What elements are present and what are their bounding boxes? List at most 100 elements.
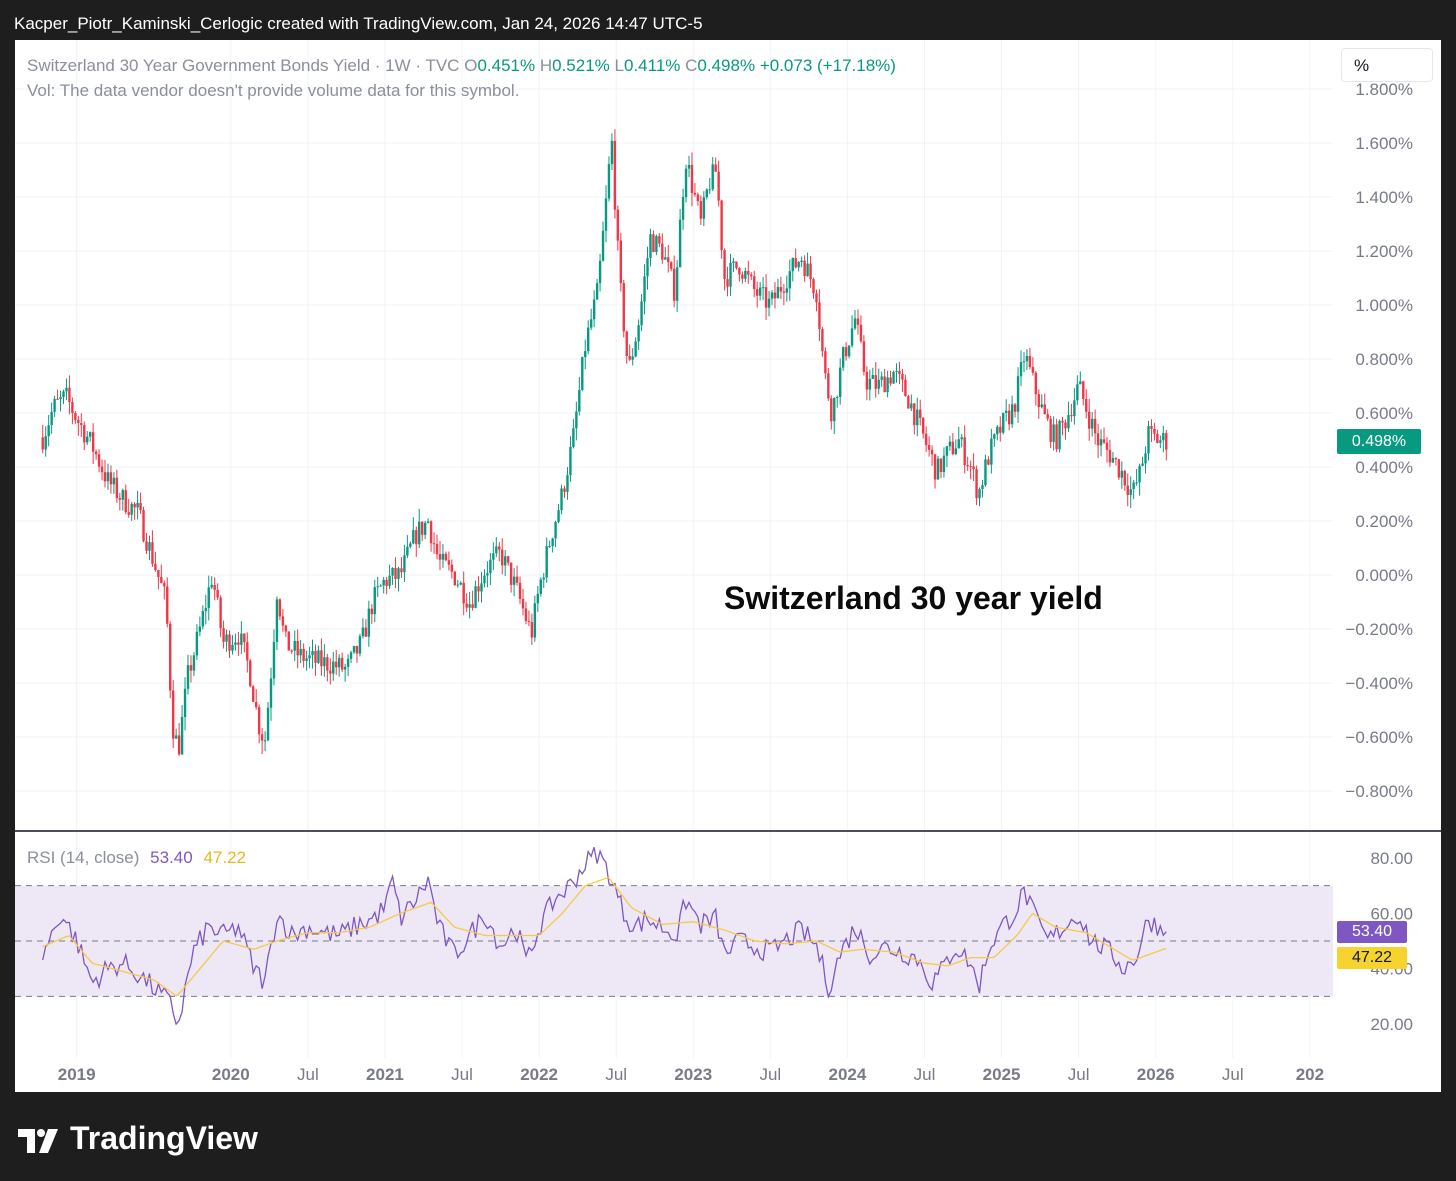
- candle-body: [844, 347, 848, 357]
- candle-body: [426, 521, 430, 523]
- candle-body: [77, 419, 80, 424]
- candle-body: [53, 398, 56, 412]
- candle-body: [856, 318, 860, 325]
- candle-body: [788, 271, 791, 289]
- chart-frame[interactable]: 1.800% 1.600% 1.400% 1.200% 1.000% 0.800% 0.60…: [15, 40, 1441, 1092]
- candle-body: [1090, 418, 1094, 429]
- candle-body: [948, 441, 952, 447]
- candle-body: [198, 626, 202, 632]
- candle-body: [444, 553, 448, 561]
- candle-body: [913, 403, 916, 426]
- candle-body: [794, 258, 797, 268]
- candle-body: [640, 301, 643, 326]
- candle-body: [539, 579, 542, 594]
- tradingview-logo[interactable]: TradingView: [18, 1120, 258, 1157]
- candle-body: [139, 502, 142, 511]
- time-tick-label: 2022: [520, 1065, 558, 1084]
- candle-body: [1016, 376, 1020, 412]
- candle-body: [910, 403, 913, 409]
- candle-body: [841, 347, 845, 368]
- candle-body: [364, 627, 368, 637]
- candle-body: [100, 466, 104, 473]
- candle-body: [990, 438, 993, 465]
- time-tick-label: 202: [1296, 1065, 1324, 1084]
- candle-body: [1141, 463, 1144, 466]
- candle-body: [999, 426, 1002, 433]
- candle-body: [921, 417, 925, 434]
- candle-body: [1076, 384, 1079, 401]
- time-tick-label: 2023: [674, 1065, 712, 1084]
- candle-body: [836, 396, 839, 398]
- candle-body: [486, 573, 489, 576]
- candle-body: [678, 219, 682, 268]
- candle-body: [868, 378, 872, 390]
- percent-unit-button[interactable]: %: [1341, 48, 1433, 82]
- candle-body: [1120, 470, 1124, 478]
- candle-body: [563, 488, 566, 492]
- time-tick-label: 2025: [983, 1065, 1021, 1084]
- candle-body: [213, 584, 216, 590]
- chart-canvas[interactable]: 1.800% 1.600% 1.400% 1.200% 1.000% 0.800% 0.60…: [15, 40, 1441, 1092]
- candle-body: [397, 568, 400, 579]
- candle-body: [833, 397, 836, 422]
- candle-body: [963, 437, 966, 466]
- rsi-line: [42, 847, 1167, 1026]
- candle-body: [412, 530, 415, 544]
- rsi-ma-line: [42, 877, 1167, 997]
- candle-body: [572, 428, 575, 447]
- candle-body: [151, 542, 154, 564]
- candle-body: [166, 586, 169, 624]
- candle-body: [207, 587, 210, 609]
- candle-body: [735, 261, 738, 269]
- price-tick-label: 0.400%: [1355, 458, 1413, 477]
- candle-body: [343, 666, 347, 670]
- candle-body: [320, 650, 323, 667]
- candle-body: [919, 409, 922, 418]
- candle-body: [1093, 418, 1097, 434]
- candle-body: [1150, 425, 1153, 429]
- candle-body: [352, 645, 356, 653]
- candle-body: [361, 627, 365, 637]
- candle-body: [498, 546, 501, 550]
- price-tick-label: 1.400%: [1355, 188, 1413, 207]
- candle-body: [1037, 394, 1041, 408]
- time-tick-label: 2026: [1137, 1065, 1175, 1084]
- candle-body: [631, 356, 634, 360]
- candle-body: [966, 465, 969, 467]
- candle-body: [1025, 355, 1029, 362]
- candle-body: [889, 377, 892, 384]
- candle-body: [785, 288, 789, 293]
- candle-body: [1105, 442, 1109, 450]
- candle-body: [1061, 420, 1064, 423]
- candle-body: [243, 633, 246, 643]
- candle-body: [237, 642, 240, 645]
- candle-body: [489, 559, 492, 574]
- candle-body: [91, 432, 95, 452]
- candle-body: [418, 521, 421, 545]
- candle-body: [403, 555, 406, 573]
- candle-body: [818, 302, 821, 330]
- chart-annotation: Switzerland 30 year yield: [724, 580, 1103, 616]
- candle-body: [1055, 424, 1058, 450]
- candle-body: [729, 262, 732, 287]
- candle-body: [275, 599, 279, 642]
- candle-body: [349, 652, 353, 659]
- price-tick-label: 0.000%: [1355, 566, 1413, 585]
- candle-body: [750, 274, 753, 277]
- candle-body: [592, 299, 596, 320]
- candle-body: [1126, 485, 1129, 495]
- candle-body: [471, 604, 474, 608]
- candle-body: [711, 164, 714, 190]
- candle-body: [423, 522, 427, 535]
- candle-body: [1132, 482, 1135, 490]
- candle-body: [1034, 372, 1038, 395]
- candle-body: [672, 268, 676, 301]
- candle-body: [299, 648, 302, 656]
- candle-body: [311, 650, 314, 656]
- candle-body: [136, 502, 139, 508]
- candle-body: [1123, 470, 1126, 486]
- candle-body: [1108, 449, 1112, 463]
- rsi-ma-badge: 47.22: [1337, 947, 1407, 969]
- candle-body: [670, 262, 673, 269]
- candle-body: [385, 579, 388, 586]
